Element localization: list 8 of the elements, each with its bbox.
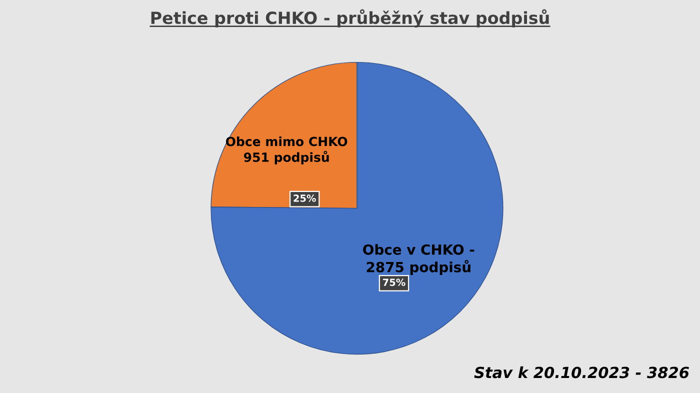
text: Stav k 20.10.2023 - 3826 — [474, 366, 689, 378]
chart-title: Petice proti CHKO - průběžný stav podpisů — [151, 9, 549, 28]
slice-label: Obce v CHKO - — [363, 244, 474, 255]
text: 75% — [383, 278, 406, 286]
data-label: 2875 podpisů — [366, 260, 470, 276]
text: 25% — [294, 194, 316, 202]
pie-slice — [210, 62, 504, 355]
data-label: 951 podpisů — [244, 150, 329, 164]
